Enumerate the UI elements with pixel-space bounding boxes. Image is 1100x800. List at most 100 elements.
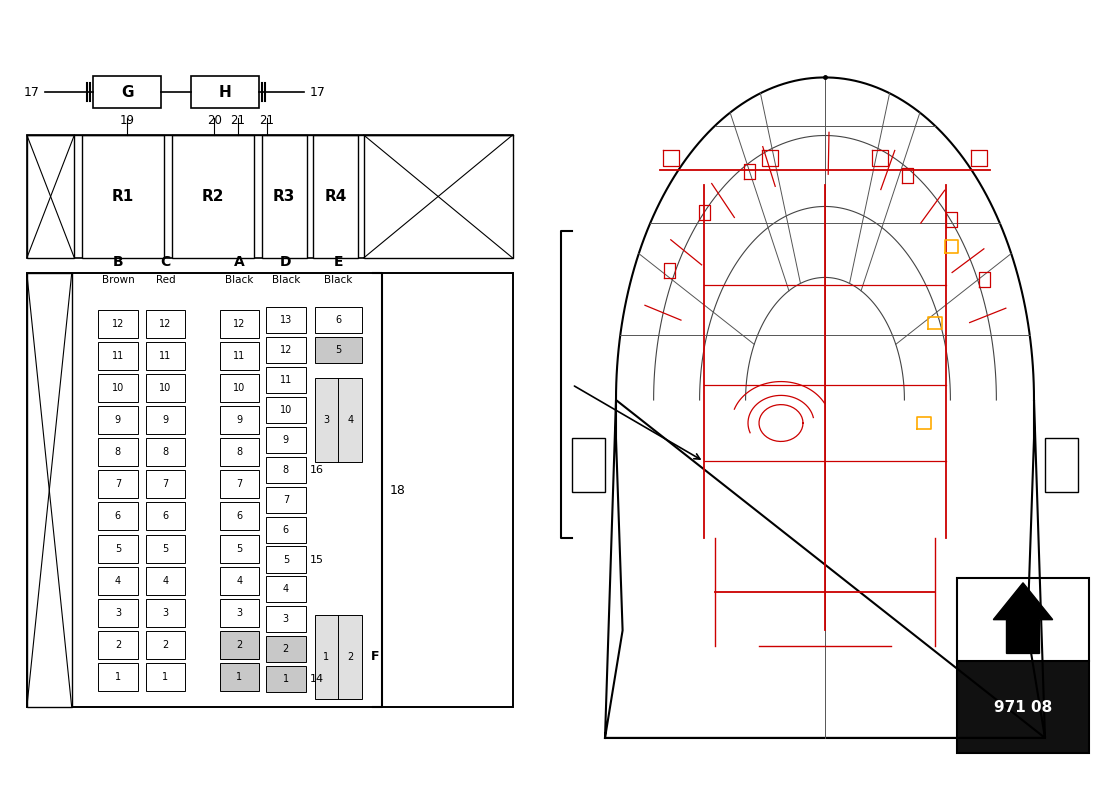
FancyBboxPatch shape	[145, 438, 185, 466]
Text: 1: 1	[236, 672, 242, 682]
Text: F: F	[371, 650, 380, 663]
Text: 6: 6	[163, 511, 168, 522]
Text: 7: 7	[114, 479, 121, 490]
FancyBboxPatch shape	[266, 307, 306, 333]
Text: R3: R3	[273, 189, 296, 204]
FancyBboxPatch shape	[266, 486, 306, 513]
FancyBboxPatch shape	[266, 517, 306, 542]
Text: 7: 7	[236, 479, 242, 490]
FancyBboxPatch shape	[98, 631, 138, 659]
Text: 2: 2	[163, 640, 168, 650]
FancyBboxPatch shape	[314, 135, 358, 258]
FancyBboxPatch shape	[220, 566, 260, 594]
Text: A: A	[234, 255, 244, 270]
Text: 6: 6	[114, 511, 121, 522]
Text: 19: 19	[120, 114, 134, 127]
FancyBboxPatch shape	[266, 397, 306, 423]
Text: 7: 7	[163, 479, 168, 490]
FancyBboxPatch shape	[145, 406, 185, 434]
Text: Red: Red	[155, 275, 175, 285]
FancyBboxPatch shape	[957, 578, 1089, 661]
Text: 3: 3	[323, 415, 330, 425]
Text: Black: Black	[226, 275, 253, 285]
FancyBboxPatch shape	[98, 502, 138, 530]
FancyBboxPatch shape	[98, 342, 138, 370]
FancyBboxPatch shape	[98, 534, 138, 562]
FancyBboxPatch shape	[1045, 438, 1078, 492]
Text: 3: 3	[236, 608, 242, 618]
Text: 18: 18	[389, 484, 406, 497]
Text: 15: 15	[310, 554, 323, 565]
FancyBboxPatch shape	[315, 307, 362, 333]
Text: 5: 5	[236, 543, 242, 554]
Text: 10: 10	[279, 405, 292, 415]
Text: 10: 10	[112, 383, 124, 393]
FancyBboxPatch shape	[220, 502, 260, 530]
Text: 11: 11	[233, 350, 245, 361]
FancyBboxPatch shape	[220, 310, 260, 338]
FancyBboxPatch shape	[220, 374, 260, 402]
Text: 1: 1	[283, 674, 289, 684]
FancyBboxPatch shape	[145, 599, 185, 627]
Text: C: C	[161, 255, 170, 270]
Text: 9: 9	[236, 415, 242, 425]
Text: 21: 21	[260, 114, 275, 127]
FancyBboxPatch shape	[220, 342, 260, 370]
FancyBboxPatch shape	[266, 577, 306, 602]
Polygon shape	[993, 582, 1053, 654]
Text: 17: 17	[309, 86, 326, 98]
Text: 4: 4	[236, 576, 242, 586]
FancyBboxPatch shape	[315, 378, 362, 462]
FancyBboxPatch shape	[98, 663, 138, 691]
Text: 20: 20	[207, 114, 222, 127]
Text: 9: 9	[283, 435, 289, 445]
Text: 14: 14	[310, 674, 324, 684]
FancyBboxPatch shape	[266, 606, 306, 632]
FancyBboxPatch shape	[957, 661, 1089, 754]
Text: E: E	[333, 255, 343, 270]
Text: R4: R4	[324, 189, 346, 204]
FancyBboxPatch shape	[266, 426, 306, 453]
FancyBboxPatch shape	[266, 636, 306, 662]
FancyBboxPatch shape	[92, 76, 162, 108]
Text: 10: 10	[160, 383, 172, 393]
Text: R1: R1	[112, 189, 134, 204]
FancyBboxPatch shape	[220, 438, 260, 466]
FancyBboxPatch shape	[172, 135, 254, 258]
Text: 5: 5	[163, 543, 168, 554]
Text: 13: 13	[279, 315, 292, 325]
Text: 11: 11	[279, 375, 292, 385]
FancyBboxPatch shape	[220, 631, 260, 659]
FancyBboxPatch shape	[572, 438, 605, 492]
Text: Black: Black	[272, 275, 300, 285]
Text: 7: 7	[283, 494, 289, 505]
FancyBboxPatch shape	[266, 367, 306, 393]
Text: 17: 17	[24, 86, 40, 98]
Text: 5: 5	[336, 345, 341, 355]
Text: 971 08: 971 08	[994, 700, 1052, 714]
FancyBboxPatch shape	[315, 614, 362, 698]
Text: 2: 2	[114, 640, 121, 650]
FancyBboxPatch shape	[220, 599, 260, 627]
FancyBboxPatch shape	[98, 470, 138, 498]
FancyBboxPatch shape	[145, 470, 185, 498]
FancyBboxPatch shape	[220, 470, 260, 498]
FancyBboxPatch shape	[98, 374, 138, 402]
Text: 12: 12	[279, 345, 292, 355]
Text: 4: 4	[283, 585, 289, 594]
FancyBboxPatch shape	[98, 406, 138, 434]
FancyBboxPatch shape	[98, 566, 138, 594]
Text: 2: 2	[283, 644, 289, 654]
FancyBboxPatch shape	[190, 76, 260, 108]
Text: 1: 1	[114, 672, 121, 682]
Text: 21: 21	[231, 114, 245, 127]
FancyBboxPatch shape	[145, 534, 185, 562]
FancyBboxPatch shape	[220, 663, 260, 691]
Text: R2: R2	[201, 189, 224, 204]
Text: 3: 3	[283, 614, 289, 624]
Text: 1: 1	[163, 672, 168, 682]
FancyBboxPatch shape	[145, 502, 185, 530]
FancyBboxPatch shape	[315, 337, 362, 363]
Text: 4: 4	[114, 576, 121, 586]
FancyBboxPatch shape	[26, 274, 72, 707]
